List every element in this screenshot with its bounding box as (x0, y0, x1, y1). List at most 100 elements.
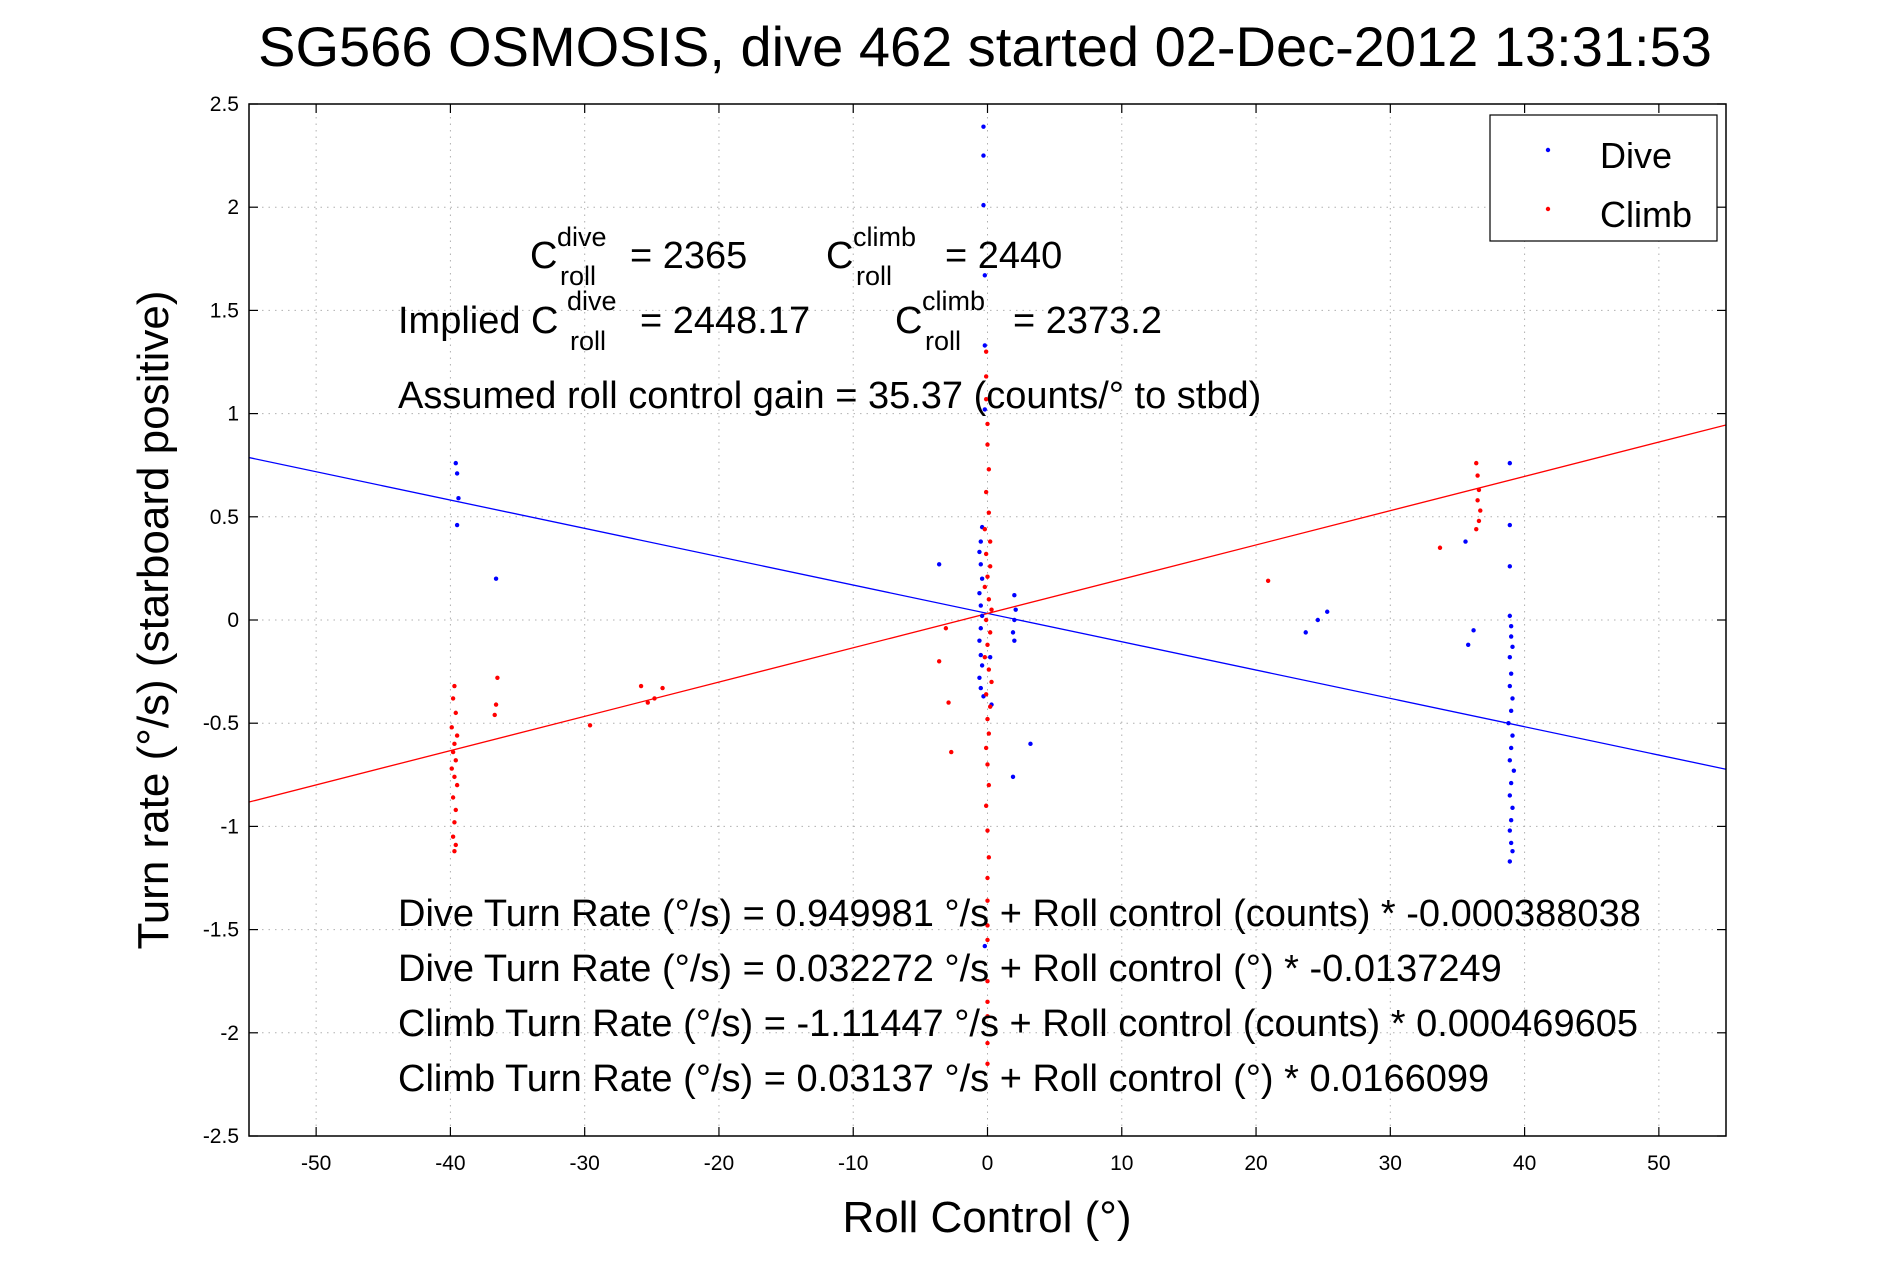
point-dive (1510, 644, 1515, 650)
point-dive (978, 685, 983, 691)
point-dive (1510, 848, 1515, 854)
point-climb (987, 564, 993, 569)
point-dive (977, 549, 982, 555)
point-climb (452, 683, 457, 689)
point-climb (986, 782, 992, 788)
y-tick-label: 1 (227, 403, 239, 426)
x-tick-label: -40 (435, 1152, 465, 1175)
implied-c-dive-subscript: roll (570, 326, 606, 356)
implied-c-dive-superscript: dive (567, 286, 617, 316)
y-tick-label: 1.5 (210, 299, 239, 322)
point-dive (1010, 630, 1016, 635)
point-dive (454, 471, 460, 476)
point-climb (985, 642, 990, 647)
chart-title: SG566 OSMOSIS, dive 462 started 02-Dec-2… (258, 15, 1712, 78)
annotation-c-roll-climb: C climb roll = 2440 (826, 222, 1062, 291)
point-dive (1507, 564, 1513, 569)
point-dive (1012, 593, 1017, 598)
point-climb (985, 999, 990, 1005)
point-dive (979, 613, 985, 619)
point-dive (982, 273, 988, 278)
implied-c-dive-prefix: Implied C (398, 300, 559, 342)
point-climb (986, 667, 992, 672)
point-climb (985, 574, 990, 579)
point-dive (987, 654, 993, 660)
point-climb (493, 702, 499, 707)
point-climb (985, 828, 990, 833)
point-dive (1325, 609, 1330, 614)
point-climb (989, 679, 994, 685)
y-tick-label: -1 (220, 815, 239, 838)
point-dive (1510, 696, 1515, 701)
point-dive (454, 522, 460, 528)
c-dive-superscript: dive (557, 222, 607, 252)
point-climb (983, 374, 989, 379)
point-climb (985, 923, 990, 928)
point-climb (985, 1040, 990, 1046)
point-climb (450, 795, 456, 800)
x-tick-label: -30 (570, 1152, 600, 1175)
point-climb (452, 820, 457, 825)
point-dive (1465, 642, 1471, 647)
data-points (449, 124, 1517, 1066)
implied-c-climb-symbol: C (895, 300, 922, 342)
point-dive (981, 153, 986, 158)
point-dive (1507, 683, 1513, 689)
point-dive (1012, 638, 1017, 643)
point-climb (986, 510, 992, 515)
point-dive (1013, 607, 1018, 612)
point-climb (453, 842, 458, 848)
implied-c-climb-superscript: climb (922, 286, 985, 316)
point-dive (981, 124, 986, 129)
series-climb (449, 349, 1483, 1066)
point-dive (1510, 805, 1515, 811)
legend-label-climb: Climb (1600, 194, 1692, 235)
point-dive (936, 562, 942, 567)
point-climb (645, 700, 650, 705)
point-climb (983, 551, 989, 557)
point-climb (987, 704, 993, 709)
point-dive (1463, 539, 1468, 544)
y-tick-label: 0.5 (210, 506, 239, 529)
point-climb (495, 675, 500, 680)
point-climb (452, 741, 457, 747)
point-climb (946, 700, 951, 705)
point-dive (977, 675, 982, 680)
x-axis-label: Roll Control (°) (843, 1193, 1132, 1242)
point-climb (1476, 487, 1482, 493)
point-dive (1508, 634, 1514, 639)
annotation-equation-climb-degrees: Climb Turn Rate (°/s) = 0.03137 °/s + Ro… (398, 1058, 1489, 1100)
point-climb (1437, 545, 1443, 550)
point-dive (979, 576, 985, 581)
series-dive (453, 124, 1517, 949)
point-climb (985, 898, 990, 903)
point-climb (454, 782, 460, 788)
point-climb (1476, 518, 1482, 524)
c-climb-subscript: roll (856, 261, 892, 291)
point-climb (587, 723, 593, 728)
y-axis-label: Turn rate (°/s) (starboard positive) (129, 290, 178, 949)
annotation-c-roll-dive: C dive roll = 2365 (530, 222, 747, 291)
point-dive (1010, 774, 1016, 780)
point-dive (1507, 460, 1513, 466)
x-tick-label: 10 (1110, 1152, 1133, 1175)
y-tick-label: -1.5 (203, 919, 239, 942)
point-climb (652, 696, 657, 701)
point-climb (986, 731, 992, 736)
point-climb (453, 710, 458, 716)
point-climb (1478, 508, 1483, 513)
annotation-equation-dive-counts: Dive Turn Rate (°/s) = 0.949981 °/s + Ro… (398, 893, 1641, 935)
c-climb-symbol: C (826, 235, 853, 277)
annotation-gain: Assumed roll control gain = 35.37 (count… (398, 375, 1261, 417)
point-climb (986, 855, 992, 860)
point-climb (449, 725, 454, 730)
point-climb (983, 396, 989, 402)
point-dive (1508, 671, 1514, 676)
x-tick-label: -10 (838, 1152, 868, 1175)
legend: Dive Climb (1489, 114, 1718, 242)
c-climb-value: = 2440 (945, 235, 1062, 277)
point-climb (983, 489, 989, 495)
point-dive (1028, 741, 1033, 747)
point-dive (1507, 522, 1513, 528)
point-climb (983, 692, 989, 697)
